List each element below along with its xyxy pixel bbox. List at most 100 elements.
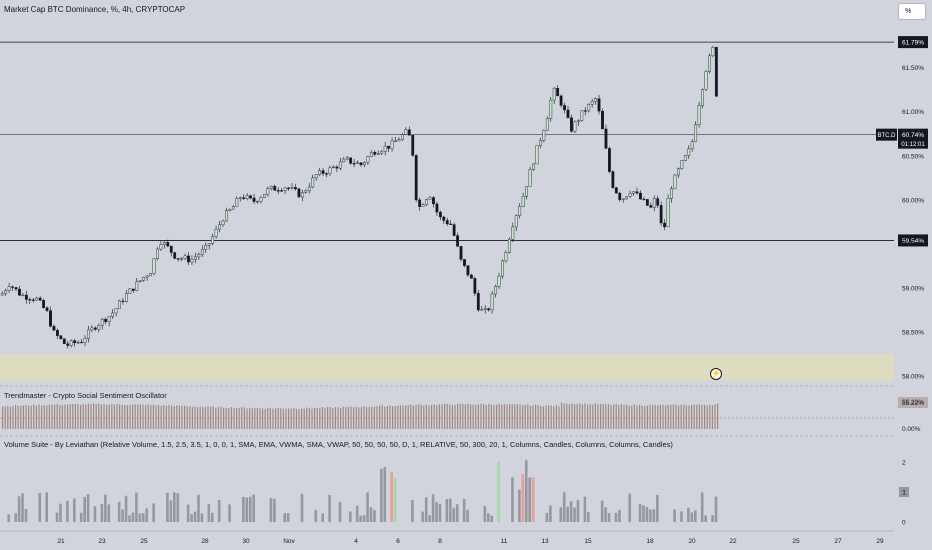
oscillator-bar bbox=[490, 404, 492, 429]
candle bbox=[456, 235, 459, 247]
candle bbox=[656, 198, 660, 206]
candle bbox=[80, 341, 83, 344]
candle bbox=[87, 329, 90, 339]
oscillator-bar bbox=[15, 405, 17, 429]
oscillator-bar bbox=[464, 404, 466, 429]
candle bbox=[276, 190, 280, 192]
candle bbox=[563, 105, 566, 111]
candle bbox=[483, 308, 487, 310]
volume-bar bbox=[645, 507, 649, 522]
oscillator-bar bbox=[379, 405, 381, 429]
oscillator-bar bbox=[498, 403, 500, 429]
candle bbox=[180, 258, 183, 260]
volume-bar bbox=[17, 496, 21, 522]
oscillator-bar bbox=[93, 403, 95, 429]
candle bbox=[221, 220, 225, 226]
volume-y-tick: 0 bbox=[902, 520, 906, 527]
candle bbox=[97, 325, 101, 330]
oscillator-bar bbox=[446, 403, 448, 429]
volume-bar bbox=[338, 501, 342, 522]
candle bbox=[263, 194, 266, 198]
oscillator-bar bbox=[80, 404, 82, 429]
oscillator-bar bbox=[210, 406, 212, 429]
oscillator-bar bbox=[659, 404, 661, 429]
candle bbox=[135, 281, 139, 291]
candle bbox=[704, 71, 708, 90]
candle bbox=[131, 288, 135, 291]
y-tick-label: 59.50% bbox=[902, 241, 924, 248]
volume-bar bbox=[604, 507, 607, 522]
candle bbox=[66, 343, 70, 346]
y-tick-label: 61.00% bbox=[902, 109, 924, 116]
oscillator-bar bbox=[633, 404, 635, 429]
percent-scale-button[interactable]: % bbox=[898, 3, 926, 20]
oscillator-bar bbox=[662, 404, 664, 429]
lightning-icon[interactable]: ⚡ bbox=[710, 368, 722, 380]
volume-bar bbox=[576, 499, 580, 522]
candle bbox=[159, 244, 163, 250]
candle bbox=[149, 273, 152, 277]
candle bbox=[287, 187, 290, 189]
candle bbox=[390, 140, 394, 149]
oscillator-bar bbox=[392, 406, 394, 429]
y-tick-label: 61.50% bbox=[902, 65, 924, 72]
oscillator-bar bbox=[571, 403, 573, 429]
candle bbox=[325, 173, 328, 175]
oscillator-bar bbox=[615, 403, 617, 429]
candle bbox=[200, 249, 204, 255]
candle bbox=[42, 300, 46, 308]
oscillator-bar bbox=[678, 405, 680, 429]
oscillator-bar bbox=[506, 404, 508, 429]
volume-bar bbox=[618, 509, 621, 522]
candle bbox=[580, 110, 584, 121]
oscillator-bar bbox=[233, 408, 235, 429]
oscillator-bar bbox=[347, 406, 349, 429]
volume-bar bbox=[435, 502, 438, 522]
volume-y-tick: 2 bbox=[902, 460, 906, 467]
oscillator-bar bbox=[163, 404, 165, 429]
oscillator-bar bbox=[95, 403, 97, 429]
candles bbox=[0, 45, 718, 349]
volume-bar bbox=[245, 497, 249, 522]
candle bbox=[359, 162, 363, 166]
oscillator-bar bbox=[483, 404, 485, 429]
candle bbox=[708, 55, 711, 72]
oscillator-bar bbox=[563, 403, 565, 429]
x-tick-label: 15 bbox=[584, 538, 592, 545]
oscillator-bar bbox=[376, 406, 378, 429]
volume-bar bbox=[673, 509, 676, 522]
oscillator-bar bbox=[106, 405, 108, 429]
oscillator-bar bbox=[98, 403, 100, 429]
candle bbox=[535, 145, 539, 165]
candle bbox=[380, 151, 384, 154]
oscillator-bar bbox=[103, 403, 105, 429]
oscillator-bar bbox=[334, 407, 336, 429]
candle bbox=[207, 243, 211, 246]
candle bbox=[90, 327, 94, 331]
oscillator-bar bbox=[639, 404, 641, 429]
volume-bar bbox=[314, 509, 318, 522]
oscillator-bar bbox=[353, 407, 355, 429]
volume-bar bbox=[628, 493, 632, 522]
candle bbox=[466, 265, 470, 276]
oscillator-bar bbox=[425, 404, 427, 429]
oscillator-bar bbox=[30, 405, 32, 429]
volume-bar bbox=[497, 461, 500, 522]
oscillator-bar bbox=[171, 405, 173, 429]
oscillator-bar bbox=[293, 408, 295, 429]
oscillator-bar bbox=[212, 406, 214, 429]
volume-bar bbox=[424, 497, 428, 522]
oscillator-bar bbox=[698, 404, 700, 429]
volume-bar bbox=[600, 500, 604, 522]
oscillator-bar bbox=[168, 405, 170, 429]
oscillator-bar bbox=[691, 404, 693, 429]
volume-bar bbox=[449, 498, 452, 522]
oscillator-bar bbox=[410, 404, 412, 429]
candle bbox=[35, 297, 39, 301]
oscillator-bar bbox=[223, 407, 225, 429]
candle bbox=[428, 197, 432, 200]
candle bbox=[590, 101, 594, 105]
oscillator-bar bbox=[405, 405, 407, 429]
oscillator-bar bbox=[56, 404, 58, 429]
